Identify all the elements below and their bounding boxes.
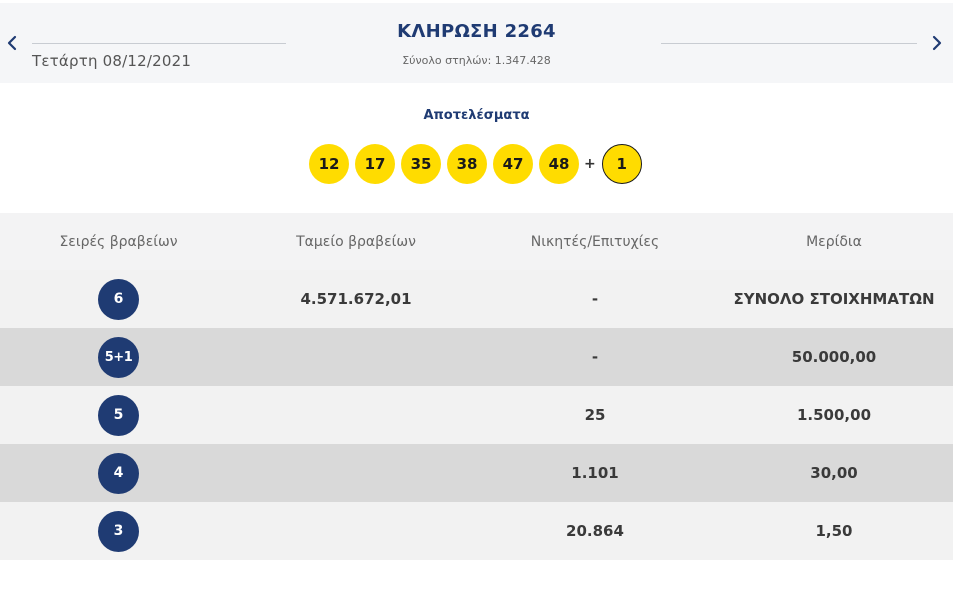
bonus-ball: 1 [601, 144, 642, 184]
winners-count: - [591, 348, 599, 366]
number-ball: 17 [355, 144, 395, 184]
number-ball: 48 [539, 144, 579, 184]
draw-date: Τετάρτη 08/12/2021 [32, 52, 192, 70]
table-row: 6 4.571.672,01 - ΣΥΝΟΛΟ ΣΤΟΙΧΗΜΑΤΩΝ [0, 270, 953, 328]
chevron-left-icon[interactable] [4, 33, 20, 53]
share-amount: 1.500,00 [796, 406, 872, 424]
chevron-right-icon[interactable] [929, 33, 945, 53]
header-winners: Νικητές/Επιτυχίες [530, 233, 660, 250]
category-badge: 5 [98, 394, 139, 436]
category-badge: 3 [98, 510, 139, 552]
header-divider-right [661, 43, 917, 44]
winners-count: - [591, 290, 599, 308]
header-fund: Ταμείο βραβείων [296, 233, 416, 250]
number-ball: 12 [309, 144, 349, 184]
number-ball: 47 [493, 144, 533, 184]
category-badge: 4 [98, 452, 139, 494]
table-header: Σειρές βραβείων Ταμείο βραβείων Νικητές/… [0, 213, 953, 270]
share-amount: 30,00 [810, 464, 858, 482]
draw-header: Τετάρτη 08/12/2021 ΚΛΗΡΩΣΗ 2264 Σύνολο σ… [0, 3, 953, 83]
results-title: Αποτελέσματα [423, 108, 530, 123]
table-row: 5 25 1.500,00 [0, 386, 953, 444]
plus-sign: + [584, 156, 596, 172]
prize-fund: 4.571.672,01 [300, 290, 412, 308]
table-row: 3 20.864 1,50 [0, 502, 953, 560]
columns-total: Σύνολο στηλών: 1.347.428 [402, 54, 551, 67]
number-ball: 35 [401, 144, 441, 184]
category-badge: 6 [98, 278, 139, 320]
winners-count: 25 [584, 406, 606, 424]
header-shares: Μερίδια [806, 233, 862, 250]
table-row: 4 1.101 30,00 [0, 444, 953, 502]
winning-numbers: 12 17 35 38 47 48 + 1 [309, 144, 648, 184]
winners-count: 20.864 [566, 522, 624, 540]
share-amount: 1,50 [815, 522, 853, 540]
table-row: 5+1 - 50.000,00 [0, 328, 953, 386]
draw-title: ΚΛΗΡΩΣΗ 2264 [397, 21, 556, 42]
number-ball: 38 [447, 144, 487, 184]
prize-table: Σειρές βραβείων Ταμείο βραβείων Νικητές/… [0, 213, 953, 560]
share-amount: ΣΥΝΟΛΟ ΣΤΟΙΧΗΜΑΤΩΝ [733, 290, 935, 308]
winners-count: 1.101 [571, 464, 619, 482]
header-divider-left [32, 43, 286, 44]
share-amount: 50.000,00 [791, 348, 877, 366]
header-categories: Σειρές βραβείων [59, 233, 178, 250]
category-badge: 5+1 [98, 336, 139, 378]
